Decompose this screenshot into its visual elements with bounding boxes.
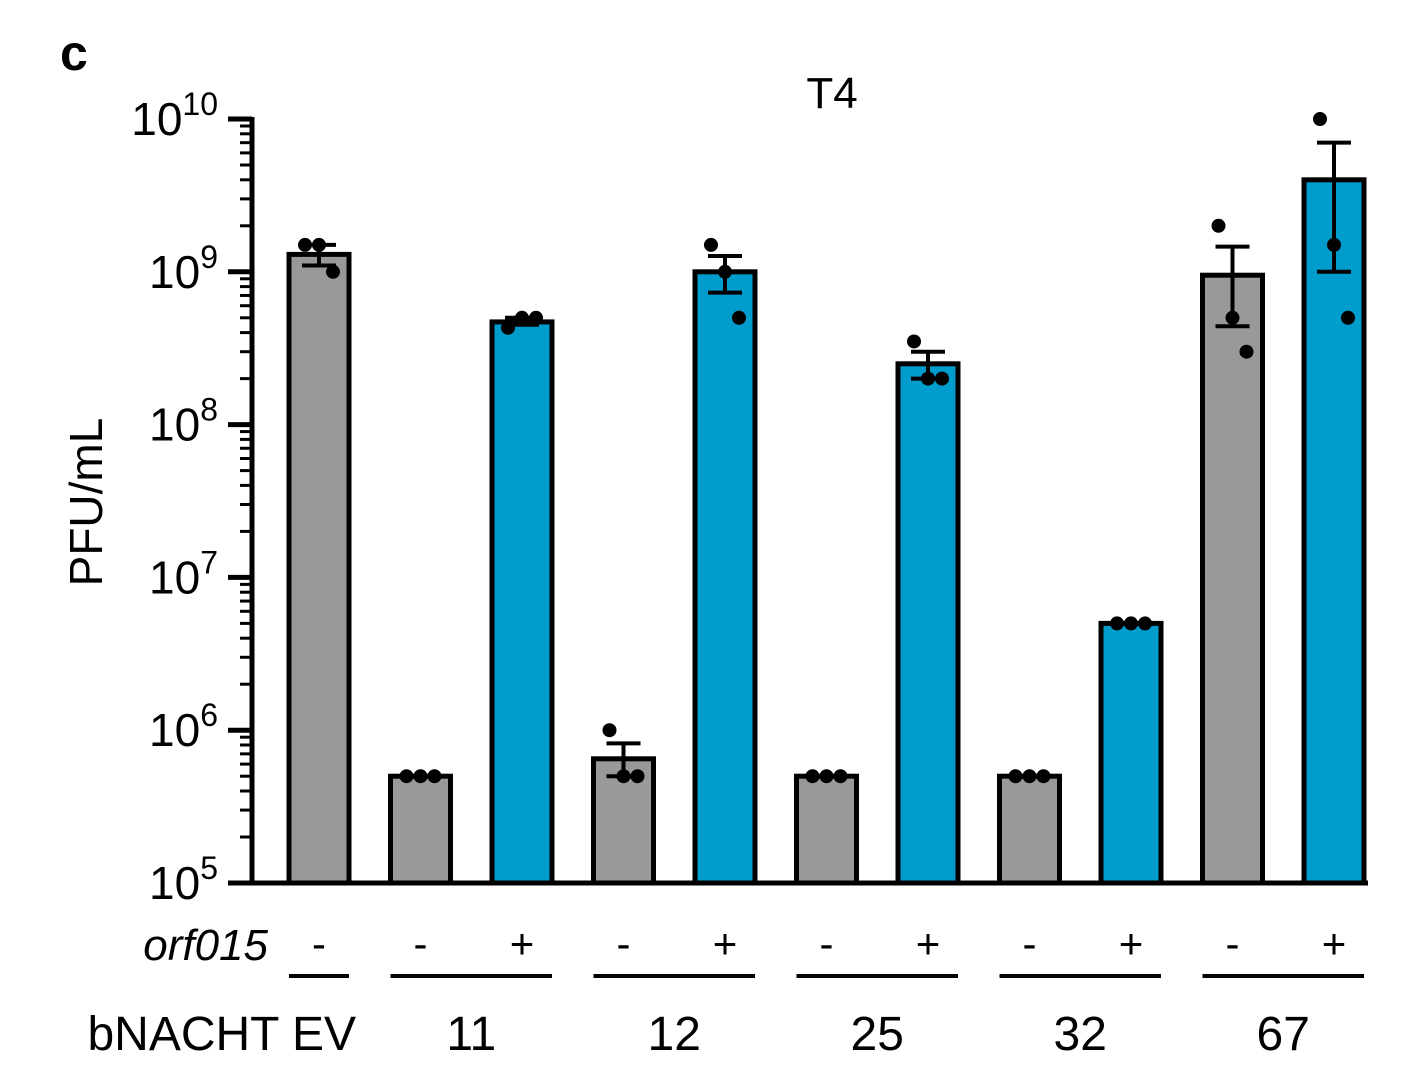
data-point — [907, 334, 921, 349]
data-point — [602, 723, 617, 738]
y-tick-label: 108 — [149, 392, 218, 451]
bar — [1200, 272, 1265, 886]
bar — [794, 773, 859, 886]
data-point — [1110, 616, 1124, 631]
data-point — [1124, 616, 1138, 631]
data-point — [630, 769, 645, 784]
data-point — [1211, 218, 1226, 233]
y-tick-label: 106 — [149, 697, 218, 756]
y-axis-label: PFU/mL — [60, 418, 112, 587]
y-tick-label: 107 — [149, 544, 218, 603]
data-point — [1138, 616, 1152, 631]
data-point — [732, 310, 746, 325]
y-tick-label: 105 — [149, 850, 218, 909]
group-label: bNACHT EV — [87, 1008, 356, 1061]
orf015-sign: + — [510, 920, 535, 967]
data-point — [718, 264, 732, 279]
bar — [895, 361, 961, 886]
y-tick-label: 1010 — [131, 86, 218, 145]
orf015-sign: - — [820, 920, 834, 967]
data-point — [326, 264, 340, 279]
bar — [388, 773, 453, 886]
group-label: 32 — [1054, 1008, 1107, 1061]
data-point — [1022, 769, 1037, 784]
data-point — [704, 237, 718, 252]
data-point — [921, 371, 935, 386]
data-point — [805, 769, 820, 784]
data-point — [819, 769, 834, 784]
group-label: 11 — [446, 1008, 496, 1061]
data-point — [298, 237, 312, 252]
orf015-row-label: orf015 — [143, 921, 268, 970]
data-point — [312, 237, 326, 252]
data-point — [501, 320, 515, 335]
bar — [1098, 620, 1164, 886]
orf015-sign: + — [713, 920, 738, 967]
group-label: 25 — [851, 1008, 904, 1061]
data-point — [413, 769, 428, 784]
data-point — [399, 769, 414, 784]
panel-label: c — [60, 25, 88, 81]
group-label: 12 — [648, 1008, 701, 1061]
bar — [489, 319, 555, 886]
y-tick-label: 109 — [149, 239, 218, 298]
orf015-sign: - — [617, 920, 631, 967]
data-point — [935, 371, 949, 386]
data-point — [1008, 769, 1023, 784]
orf015-sign: - — [312, 920, 326, 967]
data-point — [1225, 310, 1240, 325]
data-point — [427, 769, 442, 784]
data-point — [529, 310, 543, 325]
orf015-sign: + — [1119, 920, 1144, 967]
group-label: 67 — [1257, 1008, 1310, 1061]
data-point — [1341, 310, 1355, 325]
bar — [997, 773, 1062, 886]
orf015-sign: - — [1226, 920, 1240, 967]
data-point — [616, 769, 631, 784]
bar — [1301, 177, 1367, 886]
chart-title: T4 — [806, 69, 857, 118]
data-point — [1036, 769, 1051, 784]
orf015-sign: - — [414, 920, 428, 967]
bars-layer — [286, 112, 1367, 886]
x-axis-labels: - - + - + - + - + - + orf015 bNACHT EV 11 12 25 32 67 — [87, 920, 1364, 1061]
orf015-sign: + — [916, 920, 941, 967]
orf015-sign: + — [1322, 920, 1347, 967]
data-point — [515, 310, 529, 325]
bar — [692, 269, 758, 886]
bar — [286, 251, 352, 886]
data-point — [833, 769, 848, 784]
orf015-sign: - — [1023, 920, 1037, 967]
data-point — [1239, 344, 1254, 359]
data-point — [1327, 237, 1341, 252]
data-point — [1313, 112, 1327, 126]
